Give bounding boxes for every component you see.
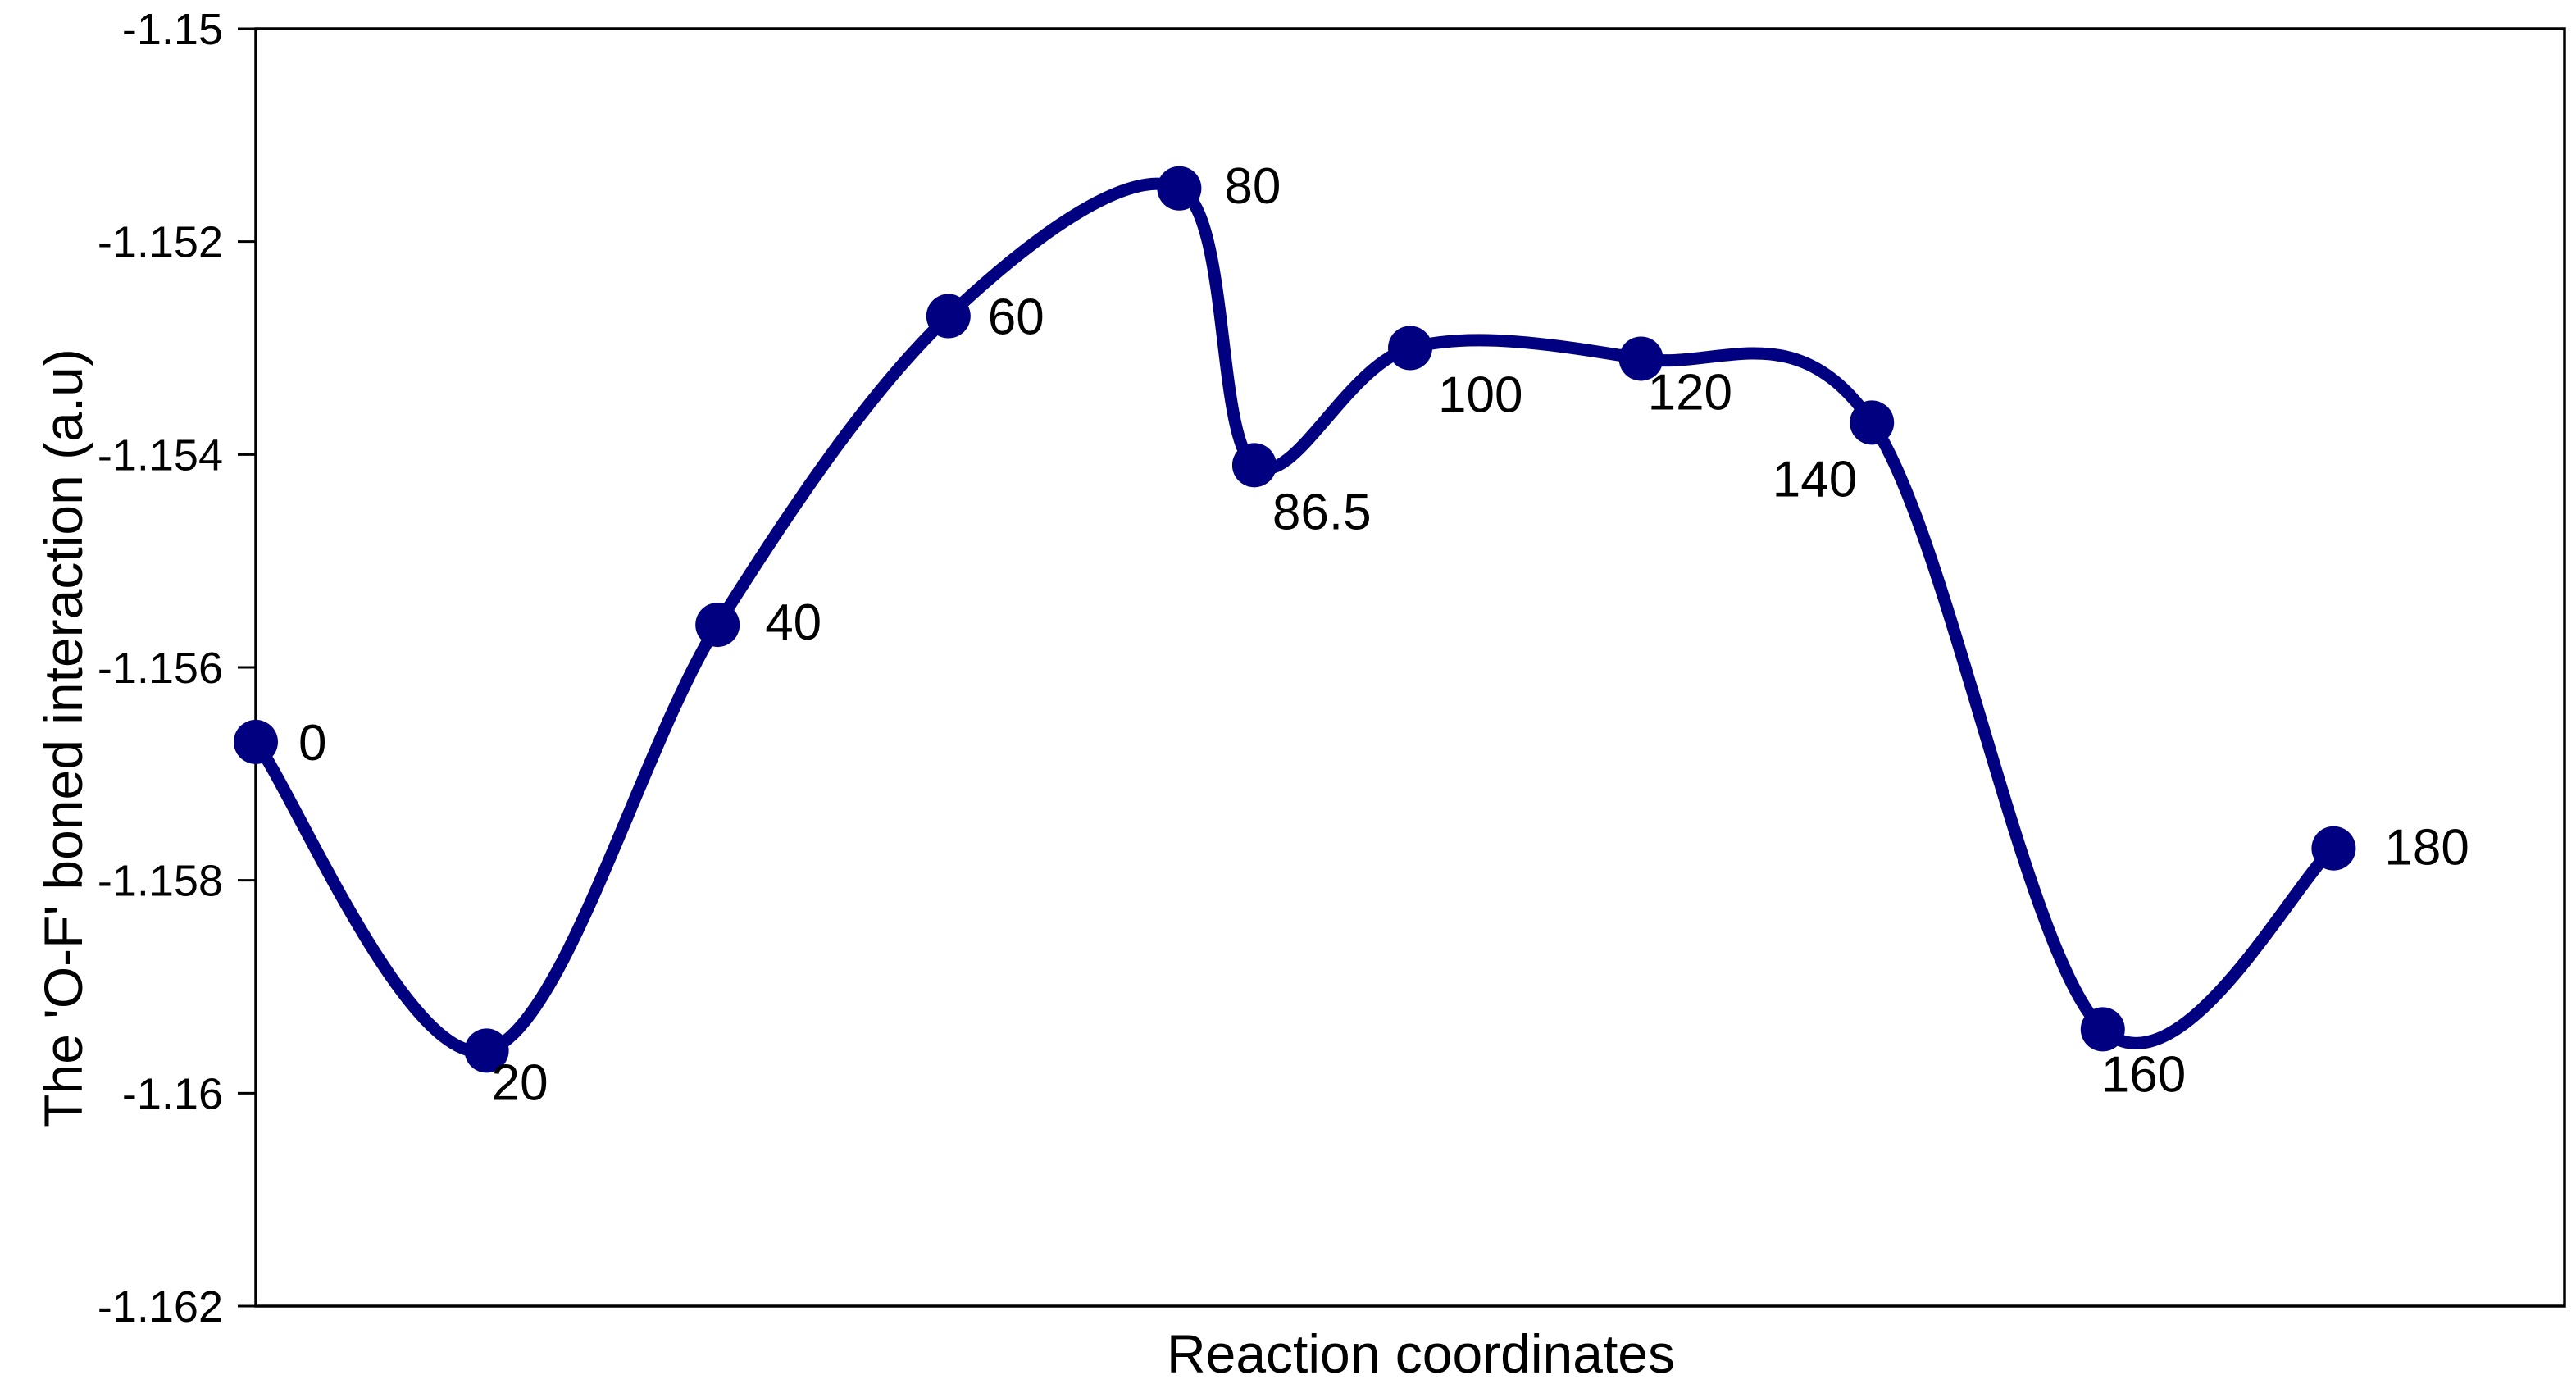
data-point-marker bbox=[464, 1028, 509, 1073]
y-tick-label: -1.156 bbox=[98, 644, 223, 693]
y-tick-label: -1.15 bbox=[122, 5, 223, 54]
data-point-label: 60 bbox=[988, 289, 1045, 346]
data-point-marker bbox=[926, 294, 971, 339]
data-point-label: 20 bbox=[492, 1054, 548, 1111]
data-point-label: 80 bbox=[1224, 158, 1281, 215]
data-point-marker bbox=[1388, 326, 1432, 371]
data-point-label: 86.5 bbox=[1272, 484, 1372, 540]
y-axis-ticks bbox=[238, 27, 256, 1308]
data-point-marker bbox=[1850, 400, 1895, 445]
y-tick-label: -1.16 bbox=[122, 1069, 223, 1118]
data-point-label: 120 bbox=[1648, 364, 1732, 421]
data-point-marker bbox=[695, 603, 740, 648]
y-tick-label: -1.154 bbox=[98, 430, 223, 480]
x-axis-title: Reaction coordinates bbox=[1167, 1323, 1675, 1384]
data-point-label: 100 bbox=[1438, 367, 1522, 424]
data-point-label: 140 bbox=[1773, 451, 1857, 508]
data-point-marker bbox=[1231, 443, 1277, 488]
data-point-labels: 0 20 40 60 80 86.5 100 120 140 160 180 bbox=[298, 158, 2469, 1112]
y-axis-title: The 'O-F' boned interaction (a.u) bbox=[33, 348, 93, 1127]
data-point-marker bbox=[2080, 1007, 2125, 1052]
y-tick-label: -1.162 bbox=[98, 1282, 223, 1332]
y-axis-tick-labels: -1.15 -1.152 -1.154 -1.156 -1.158 -1.16 -1.162 bbox=[98, 5, 223, 1332]
plot-area-border bbox=[254, 27, 2566, 1308]
data-point-label: 180 bbox=[2384, 820, 2469, 876]
data-point-label: 160 bbox=[2101, 1046, 2186, 1103]
data-point-marker bbox=[234, 719, 278, 764]
data-point-marker bbox=[1618, 336, 1663, 381]
data-point-marker bbox=[1157, 166, 1202, 211]
data-point-label: 40 bbox=[765, 594, 821, 651]
data-point-label: 0 bbox=[298, 715, 326, 772]
series-line bbox=[249, 177, 2340, 1058]
data-point-markers bbox=[234, 166, 2356, 1073]
data-point-marker bbox=[2311, 826, 2356, 871]
y-tick-label: -1.152 bbox=[98, 218, 223, 267]
y-tick-label: -1.158 bbox=[98, 857, 223, 906]
